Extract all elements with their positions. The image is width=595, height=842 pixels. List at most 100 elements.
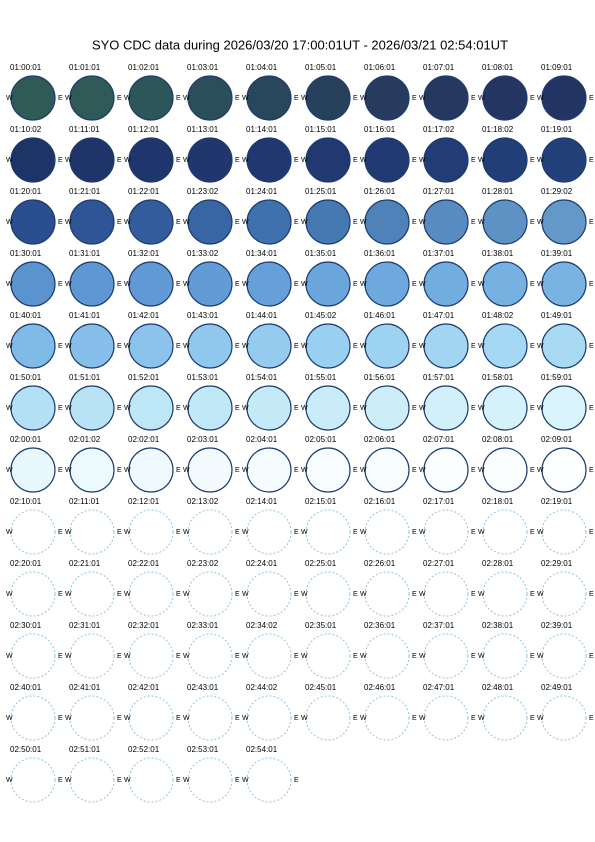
sky-image [69, 633, 115, 679]
east-label: E [530, 343, 535, 350]
sky-image [128, 757, 174, 803]
west-label: W [242, 281, 249, 288]
east-label: E [117, 715, 122, 722]
sky-image [10, 137, 56, 183]
sky-image [128, 199, 174, 245]
east-label: E [58, 467, 63, 474]
east-label: E [294, 343, 299, 350]
east-label: E [412, 157, 417, 164]
frame-time: 02:00:01 [10, 435, 42, 444]
sky-image [187, 137, 233, 183]
sky-image [305, 323, 351, 369]
west-label: W [478, 157, 485, 164]
west-label: W [478, 281, 485, 288]
frame-time: 02:04:01 [246, 435, 278, 444]
east-label: E [471, 343, 476, 350]
frame-time: 01:19:01 [541, 125, 573, 134]
sky-image [364, 137, 410, 183]
sky-image [305, 571, 351, 617]
frame-time: 02:29:01 [541, 559, 573, 568]
sky-image [10, 447, 56, 493]
west-label: W [124, 157, 131, 164]
frame-time: 02:54:01 [246, 745, 278, 754]
frame-time: 02:42:01 [128, 683, 160, 692]
sky-image [423, 323, 469, 369]
east-label: E [176, 529, 181, 536]
west-label: W [6, 219, 13, 226]
frame-time: 02:52:01 [128, 745, 160, 754]
east-label: E [58, 405, 63, 412]
east-label: E [412, 219, 417, 226]
frame-time: 01:06:01 [364, 63, 396, 72]
sky-image [69, 509, 115, 555]
east-label: E [294, 281, 299, 288]
east-label: E [58, 95, 63, 102]
west-label: W [183, 95, 190, 102]
east-label: E [412, 95, 417, 102]
sky-image [482, 385, 528, 431]
west-label: W [537, 591, 544, 598]
frame-time: 02:06:01 [364, 435, 396, 444]
sky-image [128, 509, 174, 555]
frame-time: 02:18:01 [482, 497, 514, 506]
west-label: W [242, 467, 249, 474]
west-label: W [6, 343, 13, 350]
east-label: E [294, 467, 299, 474]
west-label: W [183, 591, 190, 598]
east-label: E [471, 715, 476, 722]
west-label: W [6, 157, 13, 164]
sky-image [187, 633, 233, 679]
west-label: W [301, 343, 308, 350]
west-label: W [242, 95, 249, 102]
frame-time: 01:35:01 [305, 249, 337, 258]
frame-time: 01:18:02 [482, 125, 514, 134]
west-label: W [65, 405, 72, 412]
west-label: W [6, 591, 13, 598]
east-label: E [589, 405, 594, 412]
west-label: W [65, 529, 72, 536]
frame-time: 02:51:01 [69, 745, 101, 754]
east-label: E [589, 95, 594, 102]
west-label: W [242, 777, 249, 784]
sky-image [10, 509, 56, 555]
west-label: W [301, 281, 308, 288]
west-label: W [537, 95, 544, 102]
east-label: E [412, 653, 417, 660]
sky-image [364, 323, 410, 369]
west-label: W [301, 219, 308, 226]
west-label: W [6, 715, 13, 722]
frame-time: 02:34:02 [246, 621, 278, 630]
frame-time: 02:45:01 [305, 683, 337, 692]
east-label: E [235, 405, 240, 412]
sky-image [187, 385, 233, 431]
sky-image [541, 447, 587, 493]
frame-time: 02:23:02 [187, 559, 219, 568]
east-label: E [58, 343, 63, 350]
sky-image [364, 447, 410, 493]
west-label: W [6, 653, 13, 660]
sky-image [305, 447, 351, 493]
west-label: W [242, 591, 249, 598]
sky-image [69, 385, 115, 431]
east-label: E [235, 529, 240, 536]
west-label: W [183, 467, 190, 474]
frame-time: 02:47:01 [423, 683, 455, 692]
east-label: E [353, 95, 358, 102]
west-label: W [301, 467, 308, 474]
sky-image [541, 199, 587, 245]
west-label: W [301, 529, 308, 536]
east-label: E [235, 715, 240, 722]
frame-time: 01:11:01 [69, 125, 100, 134]
west-label: W [419, 157, 426, 164]
west-label: W [360, 95, 367, 102]
sky-image [187, 323, 233, 369]
frame-time: 01:26:01 [364, 187, 396, 196]
frame-time: 01:04:01 [246, 63, 278, 72]
east-label: E [530, 95, 535, 102]
sky-image [10, 757, 56, 803]
sky-image [10, 199, 56, 245]
west-label: W [124, 591, 131, 598]
sky-image [423, 199, 469, 245]
west-label: W [419, 653, 426, 660]
sky-image [482, 633, 528, 679]
